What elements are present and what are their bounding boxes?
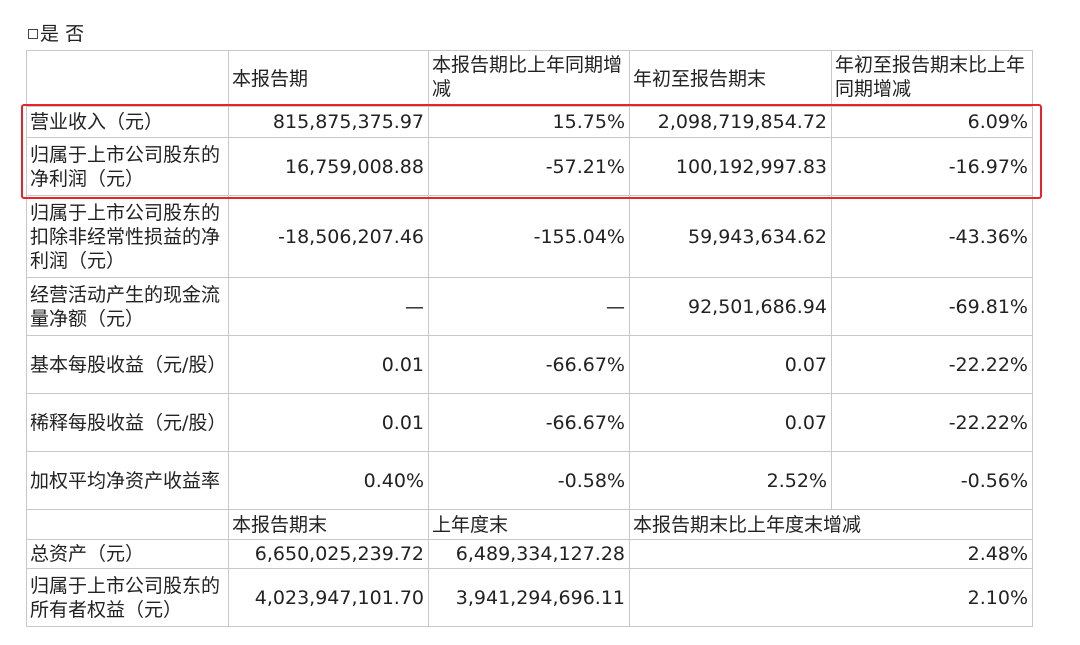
cell-ytd-yoy: -22.22%	[831, 393, 1033, 452]
cell-period-end: 6,650,025,239.72	[228, 539, 429, 569]
cell-current-period-yoy: -66.67%	[428, 335, 630, 394]
cell-current-period: 0.40%	[228, 451, 429, 510]
table-header-row-balance: 本报告期末 上年度末 本报告期末比上年度末增减	[26, 509, 1033, 540]
header-last-year-end: 上年度末	[428, 509, 630, 540]
cell-ytd-yoy: 6.09%	[831, 106, 1033, 138]
table-row-deducted-net-profit: 归属于上市公司股东的扣除非经常性损益的净利润（元） -18,506,207.46…	[26, 195, 1033, 278]
cell-current-period-yoy: -57.21%	[428, 137, 630, 196]
cell-current-period-yoy: -155.04%	[428, 195, 630, 278]
header-current-period-yoy: 本报告期比上年同期增减	[428, 50, 630, 107]
table-row-operating-cash-flow: 经营活动产生的现金流量净额（元） — — 92,501,686.94 -69.8…	[26, 277, 1033, 336]
cell-period-end: 4,023,947,101.70	[228, 568, 429, 627]
table-row-weighted-roe: 加权平均净资产收益率 0.40% -0.58% 2.52% -0.56%	[26, 451, 1033, 510]
row-label: 加权平均净资产收益率	[26, 451, 229, 510]
header-blank-cell	[26, 50, 229, 107]
table-row-revenue: 营业收入（元） 815,875,375.97 15.75% 2,098,719,…	[26, 106, 1033, 138]
row-label: 营业收入（元）	[26, 106, 229, 138]
cell-current-period-yoy: -0.58%	[428, 451, 630, 510]
cell-last-year-end: 6,489,334,127.28	[428, 539, 630, 569]
cell-ytd: 2.52%	[629, 451, 832, 510]
cell-ytd: 0.07	[629, 335, 832, 394]
header-ytd-yoy: 年初至报告期末比上年同期增减	[831, 50, 1033, 107]
cell-ytd: 100,192,997.83	[629, 137, 832, 196]
row-label: 经营活动产生的现金流量净额（元）	[26, 277, 229, 336]
cell-ytd: 0.07	[629, 393, 832, 452]
cell-current-period: 0.01	[228, 335, 429, 394]
table-row-basic-eps: 基本每股收益（元/股） 0.01 -66.67% 0.07 -22.22%	[26, 335, 1033, 394]
cell-current-period: —	[228, 277, 429, 336]
header2-blank-cell	[26, 509, 229, 540]
row-label: 总资产（元）	[26, 539, 229, 569]
header-period-end-change: 本报告期末比上年度末增减	[629, 509, 1033, 540]
cell-ytd: 92,501,686.94	[629, 277, 832, 336]
table-header-row: 本报告期 本报告期比上年同期增减 年初至报告期末 年初至报告期末比上年同期增减	[26, 50, 1033, 107]
row-label: 归属于上市公司股东的所有者权益（元）	[26, 568, 229, 627]
cell-last-year-end: 3,941,294,696.11	[428, 568, 630, 627]
cell-ytd-yoy: -43.36%	[831, 195, 1033, 278]
cell-ytd-yoy: -16.97%	[831, 137, 1033, 196]
yes-option: 是	[40, 23, 60, 45]
table-row-net-profit: 归属于上市公司股东的净利润（元） 16,759,008.88 -57.21% 1…	[26, 137, 1033, 196]
cell-period-end-change: 2.48%	[629, 539, 1033, 569]
cell-current-period-yoy: —	[428, 277, 630, 336]
cell-current-period: -18,506,207.46	[228, 195, 429, 278]
row-label: 稀释每股收益（元/股）	[26, 393, 229, 452]
yes-no-checkbox-line: 是 否	[28, 22, 84, 46]
row-label: 基本每股收益（元/股）	[26, 335, 229, 394]
checkbox-icon	[28, 29, 38, 39]
header-period-end: 本报告期末	[228, 509, 429, 540]
cell-current-period: 16,759,008.88	[228, 137, 429, 196]
cell-current-period-yoy: 15.75%	[428, 106, 630, 138]
cell-current-period: 815,875,375.97	[228, 106, 429, 138]
cell-ytd: 59,943,634.62	[629, 195, 832, 278]
cell-period-end-change: 2.10%	[629, 568, 1033, 627]
row-label: 归属于上市公司股东的扣除非经常性损益的净利润（元）	[26, 195, 229, 278]
header-current-period: 本报告期	[228, 50, 429, 107]
cell-ytd: 2,098,719,854.72	[629, 106, 832, 138]
cell-current-period-yoy: -66.67%	[428, 393, 630, 452]
cell-current-period: 0.01	[228, 393, 429, 452]
row-label: 归属于上市公司股东的净利润（元）	[26, 137, 229, 196]
no-option: 否	[65, 23, 85, 45]
financial-data-table: 本报告期 本报告期比上年同期增减 年初至报告期末 年初至报告期末比上年同期增减 …	[26, 50, 1033, 627]
table-row-diluted-eps: 稀释每股收益（元/股） 0.01 -66.67% 0.07 -22.22%	[26, 393, 1033, 452]
cell-ytd-yoy: -0.56%	[831, 451, 1033, 510]
cell-ytd-yoy: -22.22%	[831, 335, 1033, 394]
table-row-owners-equity: 归属于上市公司股东的所有者权益（元） 4,023,947,101.70 3,94…	[26, 568, 1033, 627]
cell-ytd-yoy: -69.81%	[831, 277, 1033, 336]
header-ytd: 年初至报告期末	[629, 50, 832, 107]
table-row-total-assets: 总资产（元） 6,650,025,239.72 6,489,334,127.28…	[26, 539, 1033, 569]
